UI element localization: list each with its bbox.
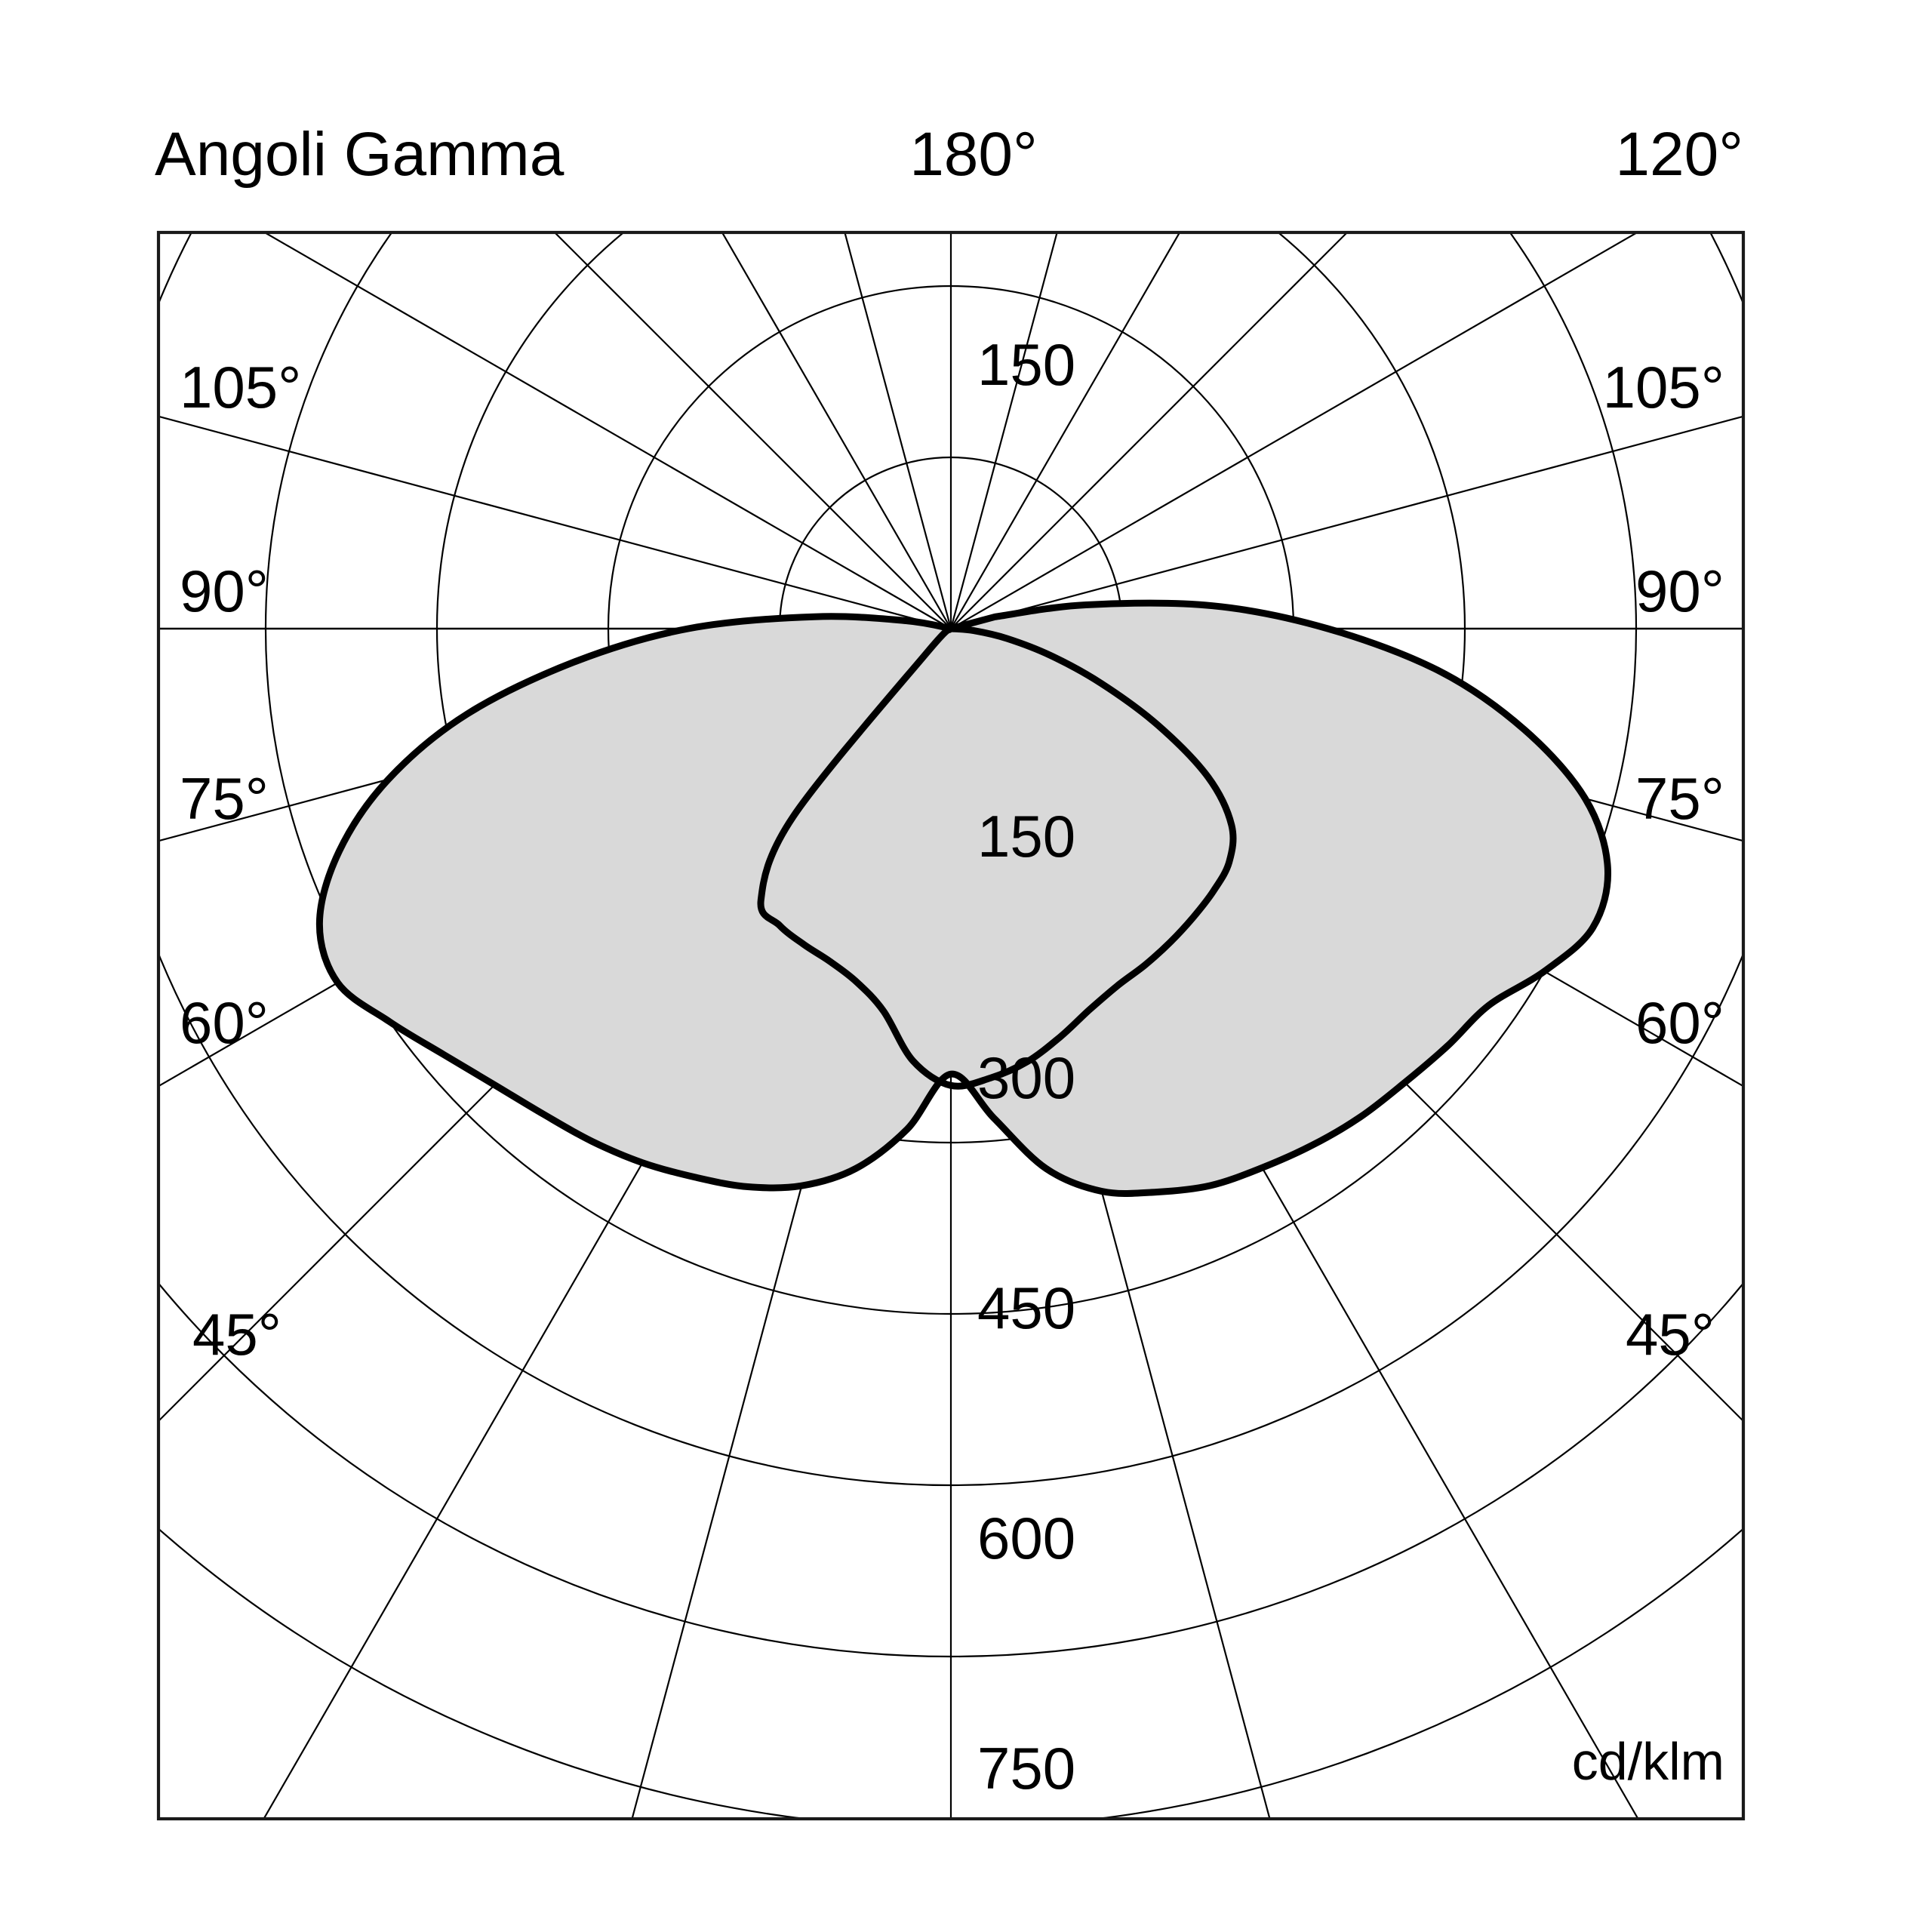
plot-frame [156, 230, 1746, 1821]
radial-label-300: 300 [977, 1044, 1075, 1111]
radial-label-750: 750 [977, 1735, 1075, 1801]
angle-label-right-45: 45° [1626, 1301, 1715, 1367]
angle-label-left-60: 60° [180, 989, 269, 1056]
axis-label-120: 120° [1615, 120, 1743, 189]
angle-label-right-90: 90° [1635, 558, 1724, 624]
angle-label-right-75: 75° [1635, 765, 1724, 832]
angle-label-right-60: 60° [1635, 989, 1724, 1056]
angle-label-left-105: 105° [180, 354, 301, 420]
c0-c180-distribution-outline [315, 599, 1612, 1198]
chart-title: Angoli Gamma [155, 120, 565, 189]
c90-distribution-curve [757, 623, 1237, 1090]
c0-c180-distribution-fill [319, 603, 1608, 1194]
radial-label-150: 150 [977, 803, 1075, 869]
unit-label: cd/klm [1572, 1732, 1724, 1791]
angle-label-right-105: 105° [1603, 354, 1724, 420]
radial-label-450: 450 [977, 1275, 1075, 1341]
angle-label-left-45: 45° [192, 1301, 281, 1367]
axis-label-180: 180° [909, 120, 1038, 189]
radial-label-600: 600 [977, 1505, 1075, 1571]
angle-label-left-75: 75° [180, 765, 269, 832]
angle-label-left-90: 90° [180, 558, 269, 624]
radial-label-150-upper: 150 [977, 331, 1075, 398]
